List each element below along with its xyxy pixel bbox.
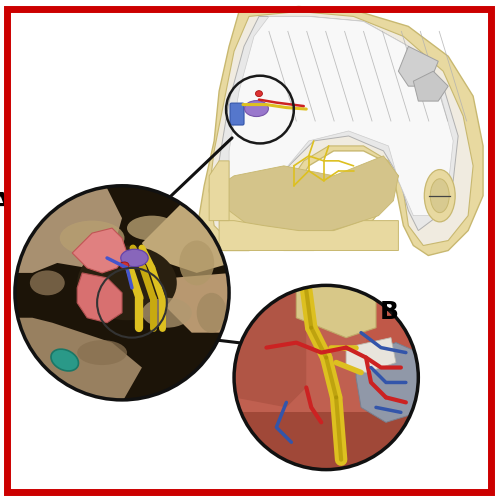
Ellipse shape — [430, 179, 449, 212]
Ellipse shape — [120, 262, 129, 269]
Polygon shape — [209, 12, 473, 245]
Ellipse shape — [121, 249, 148, 267]
Circle shape — [15, 186, 229, 400]
Ellipse shape — [30, 271, 65, 295]
Polygon shape — [209, 161, 229, 220]
Polygon shape — [296, 286, 376, 338]
Polygon shape — [162, 273, 232, 333]
Polygon shape — [219, 161, 398, 250]
Polygon shape — [12, 188, 122, 273]
Text: A: A — [0, 191, 10, 215]
Ellipse shape — [245, 101, 268, 117]
FancyBboxPatch shape — [230, 103, 244, 125]
Ellipse shape — [424, 169, 455, 222]
Polygon shape — [12, 318, 142, 402]
Polygon shape — [398, 46, 438, 86]
Ellipse shape — [197, 293, 227, 333]
Polygon shape — [142, 203, 232, 273]
Polygon shape — [219, 17, 458, 230]
Ellipse shape — [60, 220, 124, 256]
Circle shape — [234, 286, 418, 469]
Polygon shape — [346, 338, 396, 373]
Ellipse shape — [179, 240, 214, 286]
Polygon shape — [199, 7, 483, 256]
Polygon shape — [229, 17, 453, 225]
Ellipse shape — [77, 340, 127, 365]
Polygon shape — [72, 228, 127, 273]
Polygon shape — [413, 71, 448, 101]
Ellipse shape — [255, 91, 262, 97]
Polygon shape — [366, 286, 418, 407]
Polygon shape — [234, 412, 418, 469]
Ellipse shape — [142, 298, 192, 328]
Ellipse shape — [127, 215, 177, 240]
Polygon shape — [356, 343, 418, 422]
Polygon shape — [234, 286, 306, 407]
Polygon shape — [219, 220, 398, 250]
Ellipse shape — [51, 349, 79, 371]
Text: B: B — [379, 300, 398, 324]
Polygon shape — [219, 156, 398, 235]
Polygon shape — [77, 273, 122, 323]
Ellipse shape — [77, 245, 177, 320]
